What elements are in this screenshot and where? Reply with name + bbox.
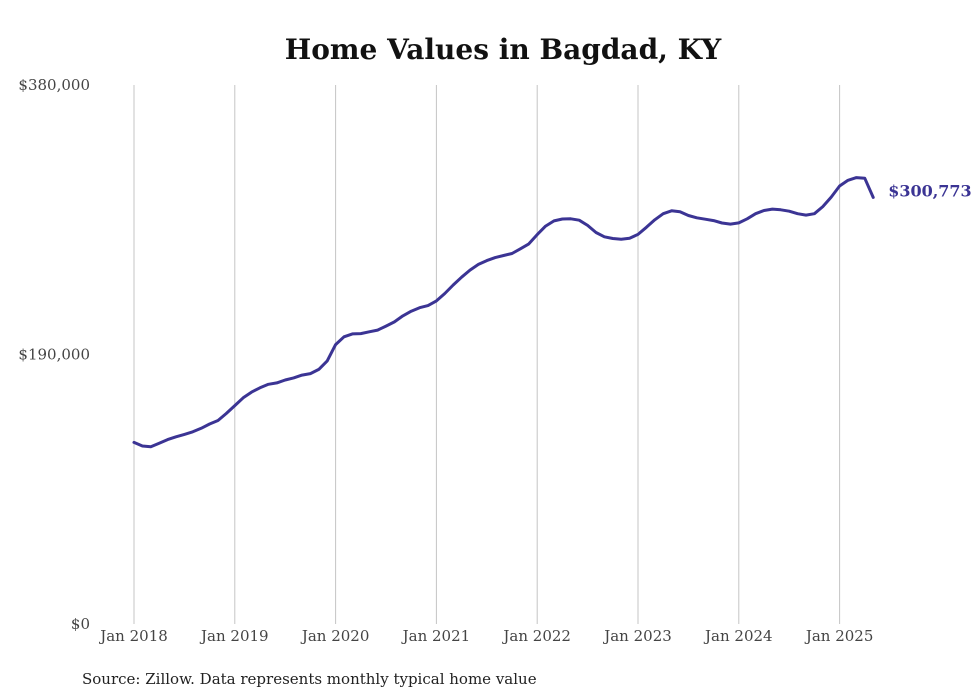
chart-title: Home Values in Bagdad, KY: [285, 33, 722, 66]
x-tick-label: Jan 2019: [199, 627, 269, 645]
series-layer: [132, 176, 875, 449]
x-tick-label: Jan 2020: [300, 627, 370, 645]
x-tick-label: Jan 2025: [804, 627, 874, 645]
y-tick-label: $380,000: [18, 76, 90, 94]
x-axis: Jan 2018 Jan 2019 Jan 2020 Jan 2021 Jan 2022…: [98, 627, 873, 645]
x-tick-label: Jan 2023: [602, 627, 672, 645]
source-note: Source: Zillow. Data represents monthly …: [82, 670, 537, 688]
gridlines: [133, 85, 841, 624]
y-tick-label: $190,000: [18, 346, 90, 364]
last-value-label: $300,773: [888, 181, 972, 200]
series-line: [132, 176, 875, 449]
y-tick-label: $0: [71, 615, 90, 633]
x-tick-label: Jan 2024: [703, 627, 773, 645]
x-tick-label: Jan 2022: [501, 627, 571, 645]
x-tick-label: Jan 2021: [401, 627, 471, 645]
y-axis: $0 $190,000 $380,000: [18, 76, 90, 633]
x-tick-label: Jan 2018: [98, 627, 168, 645]
